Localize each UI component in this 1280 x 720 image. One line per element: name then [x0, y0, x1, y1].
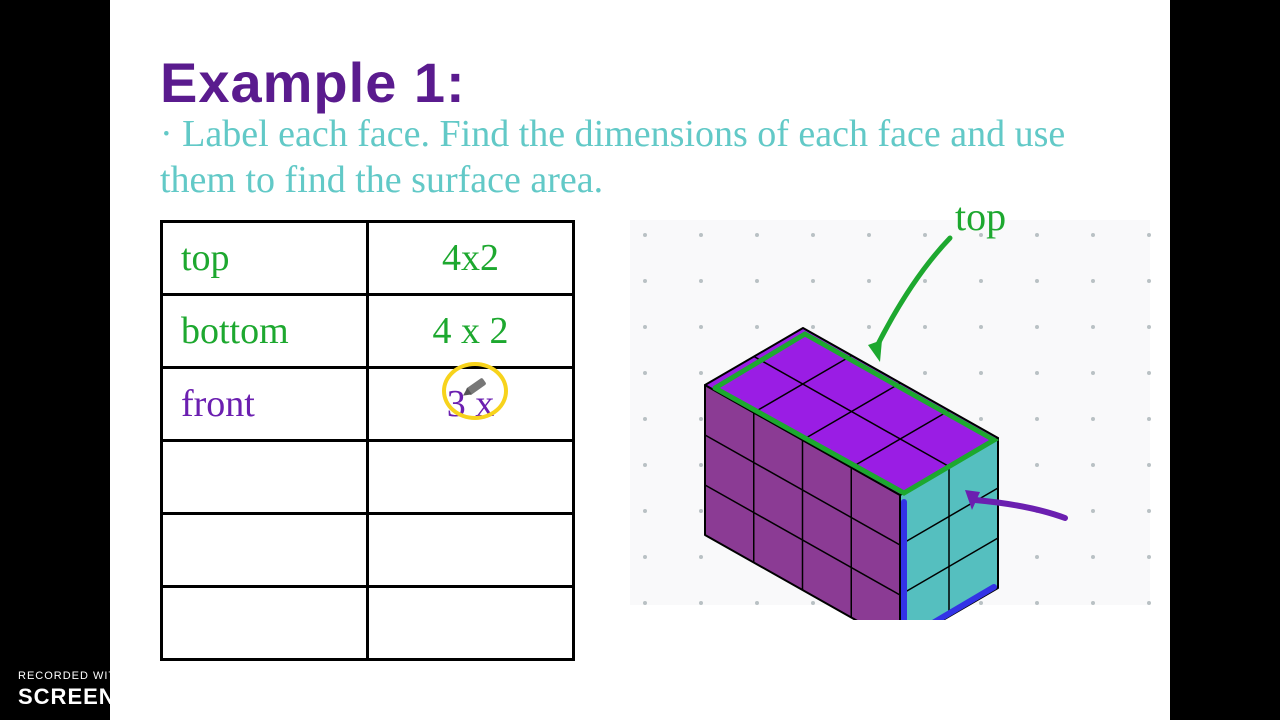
face-label-cell	[162, 441, 368, 514]
face-dims-cell: 4x2	[368, 222, 574, 295]
face-label-cell: front	[162, 368, 368, 441]
face-dims-cell: 4 x 2	[368, 295, 574, 368]
face-label-cell: top	[162, 222, 368, 295]
table-row	[162, 514, 574, 587]
watermark-brand-left: SCREENCAST	[18, 684, 180, 710]
table-row: front3 x	[162, 368, 574, 441]
table-row	[162, 587, 574, 660]
face-dims-cell: 3 x	[368, 368, 574, 441]
watermark-brand-right: MATIC	[210, 684, 283, 710]
watermark-ring-icon	[184, 686, 206, 708]
face-dims-cell	[368, 441, 574, 514]
instruction-body: Label each face. Find the dimensions of …	[160, 113, 1065, 201]
table-row: top4x2	[162, 222, 574, 295]
face-dims-cell	[368, 514, 574, 587]
table-row	[162, 441, 574, 514]
watermark-line1: RECORDED WITH	[18, 670, 283, 682]
slide-content: Example 1: · Label each face. Find the d…	[110, 0, 1170, 720]
example-title: Example 1:	[160, 50, 466, 115]
watermark-brand: SCREENCAST MATIC	[18, 684, 283, 710]
face-label-cell	[162, 514, 368, 587]
faces-table: top4x2bottom4 x 2front3 x	[160, 220, 575, 661]
recorder-watermark: RECORDED WITH SCREENCAST MATIC	[18, 670, 283, 710]
top-label: top	[955, 194, 1006, 239]
bullet: ·	[160, 113, 173, 155]
face-label-cell: bottom	[162, 295, 368, 368]
table-row: bottom4 x 2	[162, 295, 574, 368]
face-dims-cell	[368, 587, 574, 660]
prism-diagram: top	[610, 190, 1170, 620]
face-label-cell	[162, 587, 368, 660]
